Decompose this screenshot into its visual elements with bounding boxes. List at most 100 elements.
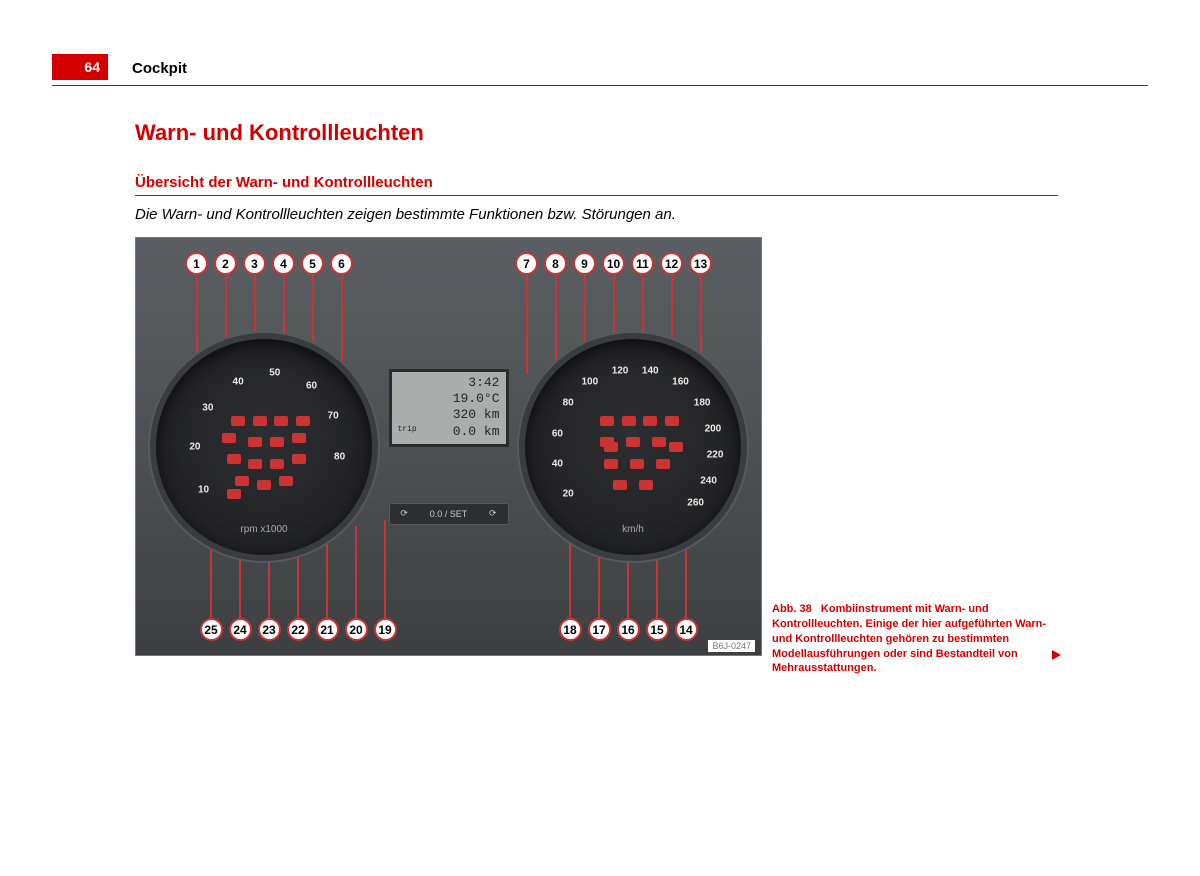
callout-1: 1	[185, 252, 208, 275]
warning-lamp-icon	[257, 480, 271, 490]
warning-lamp-icon	[604, 459, 618, 469]
tachometer-gauge: rpm x1000 1020304050607080	[156, 339, 372, 555]
heading-2: Übersicht der Warn- und Kontrollleuchten	[135, 174, 1058, 196]
warning-lamp-icon	[253, 416, 267, 426]
warning-lamp-icon	[622, 416, 636, 426]
lcd-trip-label: trip	[398, 425, 417, 440]
callout-15: 15	[646, 618, 669, 641]
instrument-cluster-figure: 123456 78910111213 25242322212019 181716…	[135, 237, 762, 656]
gauge-tick: 260	[687, 497, 704, 508]
callout-5: 5	[301, 252, 324, 275]
warning-lamp-icon	[292, 454, 306, 464]
callout-24: 24	[229, 618, 252, 641]
warning-lamp-icon	[669, 442, 683, 452]
reset-right-icon[interactable]: ⟳	[483, 508, 503, 519]
gauge-tick: 20	[563, 489, 574, 500]
tach-unit: rpm x1000	[156, 524, 372, 535]
warning-lamp-icon	[231, 416, 245, 426]
warning-lamp-icon	[643, 416, 657, 426]
callout-7: 7	[515, 252, 538, 275]
gauge-tick: 240	[700, 476, 717, 487]
subtitle: Die Warn- und Kontrollleuchten zeigen be…	[135, 206, 1065, 223]
gauge-tick: 10	[198, 484, 209, 495]
reset-left-icon[interactable]: ⟳	[394, 508, 414, 519]
warning-lamp-icon	[270, 459, 284, 469]
callout-25: 25	[200, 618, 223, 641]
callout-9: 9	[573, 252, 596, 275]
gauge-tick: 80	[334, 452, 345, 463]
callout-23: 23	[258, 618, 281, 641]
page-number: 64	[84, 59, 100, 75]
warning-lamp-icon	[626, 437, 640, 447]
callout-2: 2	[214, 252, 237, 275]
warning-lamp-icon	[604, 442, 618, 452]
warning-lamp-icon	[235, 476, 249, 486]
warning-lamp-icon	[270, 437, 284, 447]
callout-22: 22	[287, 618, 310, 641]
warning-lamp-icon	[600, 416, 614, 426]
warning-lamp-icon	[630, 459, 644, 469]
gauge-tick: 80	[563, 398, 574, 409]
page-header: 64 Cockpit	[52, 58, 1148, 86]
callout-19: 19	[374, 618, 397, 641]
reset-set-button[interactable]: 0.0 / SET	[424, 509, 474, 519]
gauge-tick: 120	[612, 365, 629, 376]
speedometer-gauge: km/h 20406080100120140160180200220240260	[525, 339, 741, 555]
lcd-odo: 320 km	[453, 408, 500, 423]
figure-caption: Abb. 38 Kombiinstrument mit Warn- und Ko…	[772, 602, 1062, 676]
center-stack: 3:42 19.0°C 320 km trip 0.0 km ⟳ 0.0 / SE…	[384, 369, 514, 525]
continue-arrow-icon	[1052, 650, 1061, 660]
multifunction-display: 3:42 19.0°C 320 km trip 0.0 km	[389, 369, 509, 447]
gauge-tick: 50	[269, 368, 280, 379]
warning-lamp-icon	[227, 489, 241, 499]
callout-4: 4	[272, 252, 295, 275]
callout-strip-bottom: 25 24 23 22 21 20 19 18 17 16 15 14	[136, 618, 761, 641]
warning-lamp-icon	[279, 476, 293, 486]
gauge-tick: 60	[552, 428, 563, 439]
callout-17: 17	[588, 618, 611, 641]
callout-21: 21	[316, 618, 339, 641]
warning-lamp-icon	[639, 480, 653, 490]
heading-1: Warn- und Kontrollleuchten	[135, 120, 1065, 146]
callout-16: 16	[617, 618, 640, 641]
callout-14: 14	[675, 618, 698, 641]
callout-18: 18	[559, 618, 582, 641]
gauge-tick: 140	[642, 365, 659, 376]
gauge-tick: 20	[189, 441, 200, 452]
warning-lamp-icon	[248, 437, 262, 447]
warning-lamp-icon	[656, 459, 670, 469]
warning-lamp-icon	[652, 437, 666, 447]
callout-12: 12	[660, 252, 683, 275]
content: Warn- und Kontrollleuchten Übersicht der…	[135, 120, 1065, 656]
callout-10: 10	[602, 252, 625, 275]
speedo-unit: km/h	[525, 524, 741, 535]
lcd-time: 3:42	[468, 376, 499, 391]
callout-strip-top: 123456 78910111213	[136, 252, 761, 275]
callout-20: 20	[345, 618, 368, 641]
warning-lamp-icon	[227, 454, 241, 464]
warning-lamp-icon	[248, 459, 262, 469]
cluster: rpm x1000 1020304050607080 3:42 19.0°C 3…	[156, 334, 741, 559]
gauge-tick: 160	[672, 376, 689, 387]
gauge-tick: 200	[705, 424, 722, 435]
lcd-temp: 19.0°C	[453, 392, 500, 407]
callout-11: 11	[631, 252, 654, 275]
callout-3: 3	[243, 252, 266, 275]
lcd-trip: 0.0 km	[453, 425, 500, 440]
callout-6: 6	[330, 252, 353, 275]
warning-lamp-icon	[613, 480, 627, 490]
warning-lamp-icon	[665, 416, 679, 426]
section-label: Cockpit	[132, 60, 187, 77]
figure-id: B6J-0247	[708, 640, 755, 652]
figure-caption-prefix: Abb. 38	[772, 603, 812, 615]
callout-8: 8	[544, 252, 567, 275]
gauge-tick: 40	[233, 376, 244, 387]
reset-button-strip: ⟳ 0.0 / SET ⟳	[389, 503, 509, 525]
warning-lamp-icon	[274, 416, 288, 426]
warning-lamp-icon	[296, 416, 310, 426]
warning-lamp-icon	[292, 433, 306, 443]
page-number-badge: 64	[52, 54, 108, 80]
callout-13: 13	[689, 252, 712, 275]
gauge-tick: 180	[694, 398, 711, 409]
gauge-tick: 220	[707, 450, 724, 461]
